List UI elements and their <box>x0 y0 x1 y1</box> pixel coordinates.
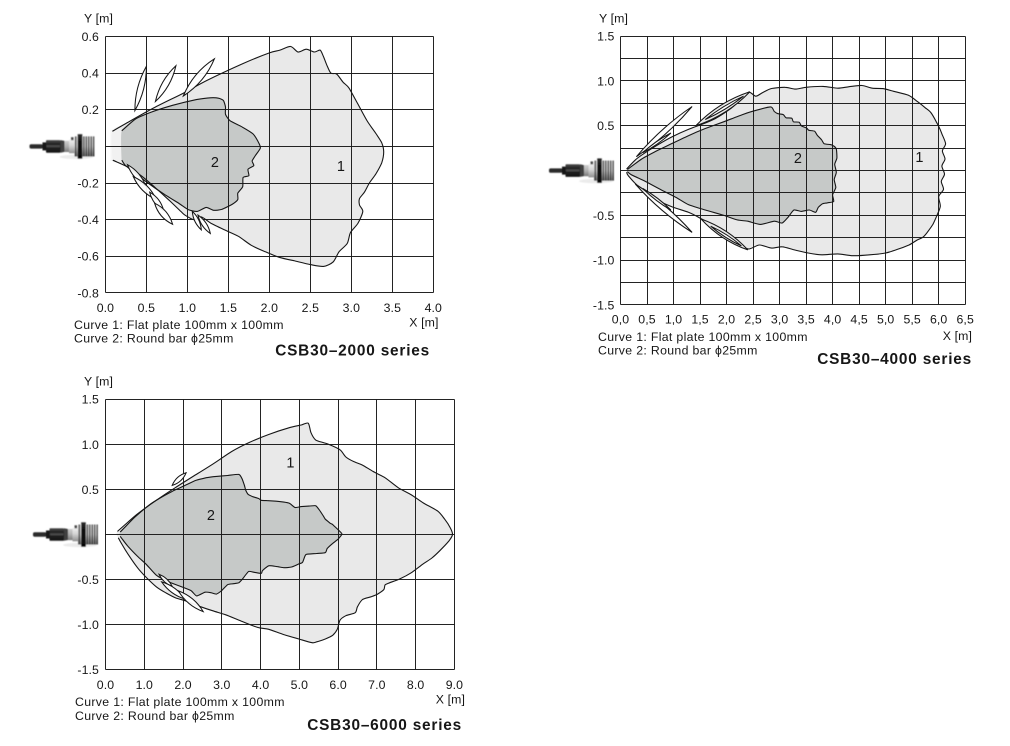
svg-text:-0.8: -0.8 <box>77 286 99 300</box>
svg-text:Y [m]: Y [m] <box>84 12 113 26</box>
svg-text:1.0: 1.0 <box>82 438 99 452</box>
svg-text:4.0: 4.0 <box>252 678 269 692</box>
svg-text:2.0: 2.0 <box>261 301 278 315</box>
svg-text:9.0: 9.0 <box>446 678 463 692</box>
svg-text:X [m]: X [m] <box>409 316 438 330</box>
svg-text:2: 2 <box>794 151 802 167</box>
svg-text:1.5: 1.5 <box>82 393 99 407</box>
svg-text:3,5: 3,5 <box>797 313 814 327</box>
svg-text:4.0: 4.0 <box>425 301 442 315</box>
svg-text:1,0: 1,0 <box>665 313 682 327</box>
svg-text:CSB30–2000 series: CSB30–2000 series <box>275 343 430 360</box>
svg-text:1.0: 1.0 <box>597 74 614 88</box>
svg-text:Y [m]: Y [m] <box>84 375 113 389</box>
svg-text:0.0: 0.0 <box>97 301 114 315</box>
svg-text:Curve 1: Flat plate 100mm x 10: Curve 1: Flat plate 100mm x 100mm <box>598 330 808 344</box>
svg-text:X [m]: X [m] <box>436 693 465 707</box>
svg-text:X [m]: X [m] <box>943 329 972 343</box>
svg-text:2: 2 <box>211 155 219 171</box>
svg-text:0.5: 0.5 <box>138 301 155 315</box>
svg-text:2,5: 2,5 <box>744 313 761 327</box>
svg-text:-1.0: -1.0 <box>593 254 615 268</box>
svg-text:2: 2 <box>207 508 215 524</box>
svg-text:Curve 1: Flat plate 100mm x 10: Curve 1: Flat plate 100mm x 100mm <box>75 695 285 709</box>
svg-text:1: 1 <box>915 150 923 166</box>
svg-text:Curve 2: Round bar ϕ25mm: Curve 2: Round bar ϕ25mm <box>598 344 758 358</box>
svg-text:4,0: 4,0 <box>824 313 841 327</box>
svg-text:1,5: 1,5 <box>691 313 708 327</box>
svg-text:Curve 2: Round bar ϕ25mm: Curve 2: Round bar ϕ25mm <box>74 332 234 346</box>
svg-text:3,0: 3,0 <box>771 313 788 327</box>
svg-text:Curve 2: Round bar ϕ25mm: Curve 2: Round bar ϕ25mm <box>75 709 235 723</box>
svg-text:2.0: 2.0 <box>174 678 191 692</box>
svg-text:8.0: 8.0 <box>407 678 424 692</box>
svg-text:-0.4: -0.4 <box>77 213 99 227</box>
svg-text:6,5: 6,5 <box>956 313 973 327</box>
svg-text:1.0: 1.0 <box>136 678 153 692</box>
svg-text:-0.5: -0.5 <box>77 573 99 587</box>
svg-text:6.0: 6.0 <box>329 678 346 692</box>
svg-text:CSB30–4000 series: CSB30–4000 series <box>817 351 972 368</box>
svg-text:7.0: 7.0 <box>368 678 385 692</box>
svg-text:3.0: 3.0 <box>343 301 360 315</box>
svg-text:3.5: 3.5 <box>384 301 401 315</box>
svg-text:0.6: 0.6 <box>82 30 99 44</box>
svg-text:0.4: 0.4 <box>82 66 99 80</box>
svg-text:6,0: 6,0 <box>930 313 947 327</box>
svg-text:-1.5: -1.5 <box>77 663 99 677</box>
svg-text:4,5: 4,5 <box>850 313 867 327</box>
svg-text:-0.6: -0.6 <box>77 250 99 264</box>
svg-text:5,0: 5,0 <box>877 313 894 327</box>
svg-text:5,5: 5,5 <box>903 313 920 327</box>
svg-text:1: 1 <box>286 456 294 472</box>
svg-text:0.5: 0.5 <box>597 119 614 133</box>
svg-text:Curve 1: Flat plate 100mm x 10: Curve 1: Flat plate 100mm x 100mm <box>74 318 284 332</box>
svg-text:0.5: 0.5 <box>82 483 99 497</box>
svg-text:5.0: 5.0 <box>291 678 308 692</box>
svg-text:1: 1 <box>337 159 345 175</box>
svg-text:2.5: 2.5 <box>302 301 319 315</box>
svg-text:0,5: 0,5 <box>638 313 655 327</box>
svg-text:0.0: 0.0 <box>97 678 114 692</box>
svg-text:-0.5: -0.5 <box>593 209 615 223</box>
svg-text:3.0: 3.0 <box>213 678 230 692</box>
svg-text:-1.0: -1.0 <box>77 618 99 632</box>
svg-text:0.2: 0.2 <box>82 103 99 117</box>
svg-text:Y [m]: Y [m] <box>599 12 628 26</box>
svg-text:-1.5: -1.5 <box>593 298 615 312</box>
svg-text:1.0: 1.0 <box>179 301 196 315</box>
svg-text:CSB30–6000 series: CSB30–6000 series <box>307 717 462 734</box>
svg-text:-0.2: -0.2 <box>77 176 99 190</box>
svg-text:1.5: 1.5 <box>597 30 614 44</box>
svg-text:1.5: 1.5 <box>220 301 237 315</box>
svg-text:2,0: 2,0 <box>718 313 735 327</box>
svg-text:0,0: 0,0 <box>612 313 629 327</box>
